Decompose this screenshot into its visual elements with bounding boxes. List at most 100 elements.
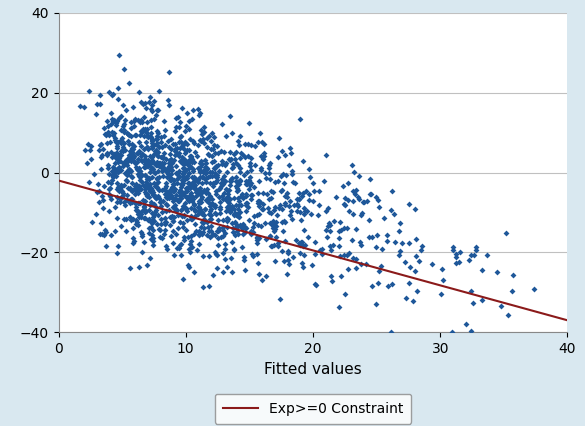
Point	[264, 170, 274, 177]
Point	[186, 184, 195, 190]
Point	[118, 147, 128, 154]
Point	[284, 202, 294, 209]
Point	[371, 301, 380, 308]
Point	[128, 174, 137, 181]
Point	[405, 264, 415, 271]
Point	[197, 127, 206, 134]
Point	[466, 327, 476, 334]
Point	[161, 167, 171, 174]
Point	[143, 180, 153, 187]
Point	[219, 148, 228, 155]
Point	[202, 219, 212, 226]
Point	[157, 197, 166, 204]
Point	[269, 207, 278, 214]
Point	[198, 194, 207, 201]
Point	[149, 169, 159, 176]
Point	[139, 197, 148, 204]
Point	[152, 176, 161, 182]
Point	[225, 205, 234, 212]
Point	[203, 151, 212, 158]
Point	[149, 214, 158, 221]
Point	[204, 195, 213, 201]
Point	[197, 174, 207, 181]
Point	[112, 155, 122, 162]
Point	[470, 252, 479, 259]
Point	[161, 187, 170, 194]
Point	[167, 160, 176, 167]
Point	[195, 174, 204, 181]
Point	[401, 294, 411, 301]
Point	[206, 138, 215, 144]
Point	[477, 296, 486, 303]
Point	[188, 167, 197, 174]
Point	[214, 168, 223, 175]
Point	[139, 238, 149, 245]
Point	[176, 133, 185, 140]
Point	[128, 140, 137, 147]
Point	[194, 185, 204, 192]
Point	[172, 144, 181, 151]
Point	[328, 278, 337, 285]
Point	[155, 226, 164, 233]
Point	[269, 217, 278, 224]
Point	[197, 230, 207, 237]
Point	[133, 208, 143, 215]
Point	[245, 177, 254, 184]
Point	[235, 198, 244, 204]
Point	[144, 215, 154, 222]
Point	[140, 198, 150, 204]
Point	[176, 144, 185, 151]
Point	[174, 139, 183, 146]
Point	[169, 156, 178, 163]
Point	[278, 205, 287, 212]
Point	[194, 200, 204, 207]
Point	[336, 273, 346, 279]
Point	[129, 117, 139, 124]
Point	[177, 159, 186, 166]
Point	[469, 299, 478, 306]
Point	[265, 219, 274, 226]
Point	[137, 208, 146, 215]
Point	[189, 201, 198, 208]
Point	[212, 143, 221, 150]
Point	[152, 183, 161, 190]
Point	[98, 205, 108, 212]
Point	[190, 159, 199, 166]
Point	[324, 205, 333, 212]
Point	[221, 133, 230, 140]
Point	[203, 199, 212, 206]
Point	[187, 197, 197, 204]
Point	[176, 194, 185, 201]
Point	[114, 114, 123, 121]
Point	[147, 210, 156, 217]
Point	[270, 242, 279, 248]
Point	[128, 155, 137, 162]
Point	[183, 234, 192, 241]
Point	[168, 198, 178, 205]
Point	[149, 216, 158, 223]
Point	[135, 168, 144, 175]
Point	[503, 311, 512, 318]
Point	[139, 146, 148, 153]
Point	[299, 211, 308, 218]
Point	[162, 174, 171, 181]
Point	[147, 143, 156, 150]
Point	[185, 157, 194, 164]
Point	[123, 131, 132, 138]
Point	[148, 158, 157, 165]
Point	[128, 239, 137, 246]
Point	[226, 207, 236, 214]
Point	[217, 193, 226, 200]
Point	[93, 181, 102, 187]
Point	[129, 237, 138, 244]
Point	[276, 201, 285, 208]
Point	[97, 193, 106, 200]
Point	[220, 161, 229, 168]
Point	[178, 219, 188, 226]
Point	[285, 212, 294, 219]
Point	[356, 239, 365, 246]
Point	[146, 166, 156, 173]
Point	[235, 168, 245, 175]
Point	[195, 160, 205, 167]
Point	[159, 132, 168, 139]
